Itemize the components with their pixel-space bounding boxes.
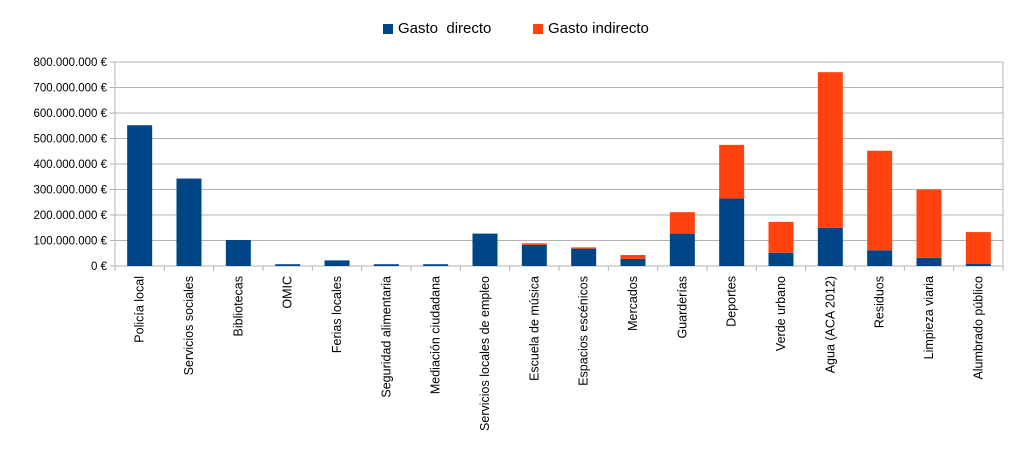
bar-gasto-directo <box>867 250 893 266</box>
x-category-label: OMIC <box>281 276 295 309</box>
bar-gasto-indirecto <box>817 72 843 228</box>
bar-gasto-indirecto <box>571 247 597 249</box>
legend-swatch-direct <box>383 23 393 34</box>
y-tick-label: 600.000.000 € <box>33 108 107 120</box>
x-category-label: Limpieza viaria <box>922 276 936 359</box>
bar-gasto-indirecto <box>620 255 646 259</box>
y-tick-label: 500.000.000 € <box>33 134 107 146</box>
bar-gasto-indirecto <box>916 189 942 258</box>
bar-gasto-directo <box>275 264 301 266</box>
y-tick-label: 700.000.000 € <box>33 83 107 95</box>
legend-item-direct: Gasto directo <box>383 20 491 37</box>
bar-gasto-indirecto <box>965 232 991 264</box>
chart-legend: Gasto directo Gasto indirecto <box>0 20 1024 42</box>
y-tick-label: 400.000.000 € <box>33 159 107 171</box>
bar-gasto-directo <box>176 178 202 266</box>
y-tick-label: 300.000.000 € <box>33 185 107 197</box>
bar-gasto-directo <box>817 227 843 266</box>
x-category-label: Espacios escénicos <box>577 276 591 386</box>
bar-gasto-indirecto <box>867 150 893 251</box>
x-category-label: Deportes <box>725 276 739 327</box>
bar-gasto-directo <box>373 264 399 266</box>
y-tick-label: 800.000.000 € <box>33 57 107 69</box>
bar-gasto-directo <box>620 258 646 266</box>
legend-label-indirect: Gasto indirecto <box>548 20 649 37</box>
x-category-label: Ferias locales <box>330 276 344 353</box>
bar-gasto-directo <box>916 257 942 266</box>
x-category-label: Escuela de música <box>527 276 541 381</box>
bar-gasto-directo <box>719 198 745 266</box>
x-category-label: Verde urbano <box>774 276 788 351</box>
bar-gasto-directo <box>472 233 498 266</box>
x-category-label: Alumbrado público <box>971 276 985 380</box>
x-category-label: Seguridad alimentaria <box>379 276 393 398</box>
bar-gasto-directo <box>127 125 153 267</box>
bar-gasto-directo <box>669 233 695 266</box>
x-category-label: Mercados <box>626 276 640 331</box>
bar-gasto-directo <box>521 244 547 266</box>
bar-gasto-directo <box>423 264 449 266</box>
legend-swatch-indirect <box>533 23 543 34</box>
legend-label-direct: Gasto directo <box>398 20 492 37</box>
legend-item-indirect: Gasto indirecto <box>533 20 649 37</box>
bar-gasto-directo <box>571 248 597 266</box>
x-category-label: Mediación ciudadana <box>429 276 443 394</box>
bar-gasto-directo <box>965 263 991 266</box>
bar-gasto-directo <box>225 239 251 266</box>
x-category-label: Policía local <box>133 276 147 343</box>
bar-gasto-indirecto <box>521 243 547 245</box>
x-category-label: Guarderías <box>675 276 689 339</box>
y-tick-label: 200.000.000 € <box>33 210 107 222</box>
x-category-label: Bibliotecas <box>231 276 245 336</box>
y-tick-label: 100.000.000 € <box>33 236 107 248</box>
bar-gasto-indirecto <box>719 144 745 199</box>
bar-gasto-directo <box>324 260 350 266</box>
x-category-label: Servicios locales de empleo <box>478 276 492 431</box>
y-tick-label: 0 € <box>91 261 108 273</box>
x-category-label: Servicios sociales <box>182 276 196 375</box>
x-category-label: Residuos <box>873 276 887 328</box>
bar-gasto-indirecto <box>669 212 695 234</box>
bar-gasto-directo <box>768 252 794 266</box>
x-category-label: Agua (ACA 2012) <box>823 276 837 373</box>
bar-gasto-indirecto <box>768 221 794 253</box>
